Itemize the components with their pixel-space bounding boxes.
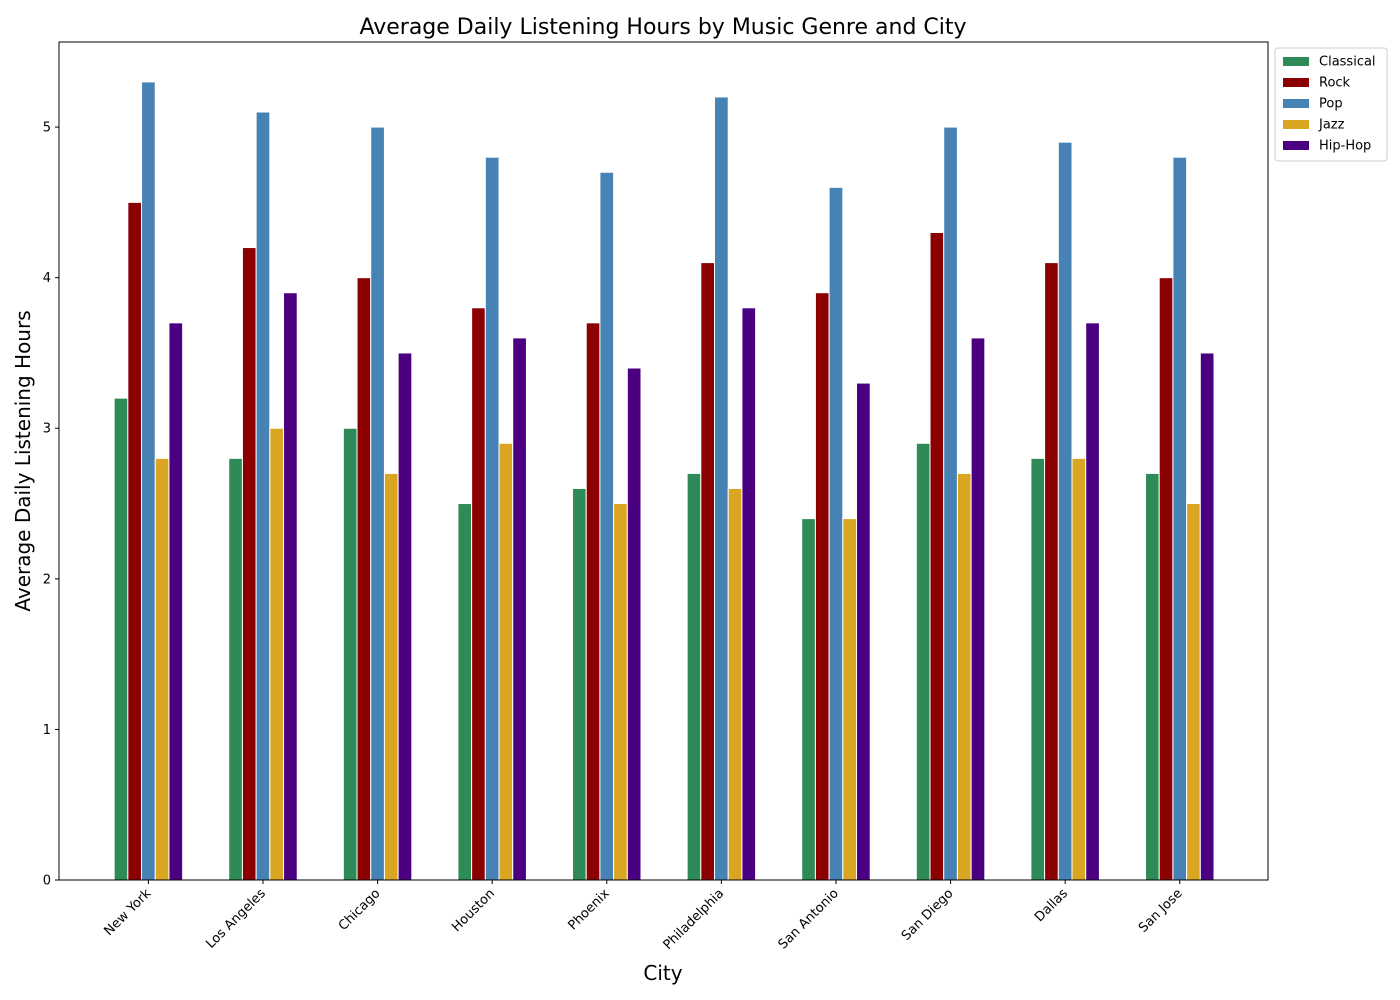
bar-classical-new-york (113, 397, 129, 881)
y-axis-label: Average Daily Listening Hours (11, 310, 35, 611)
bar-classical-san-jose (1145, 472, 1160, 881)
bar-hip-hop-dallas (1085, 322, 1100, 881)
bar-classical-chicago (342, 427, 358, 881)
x-axis-label: City (643, 961, 682, 985)
bar-hip-hop-philadelphia (741, 307, 757, 881)
legend-swatch-classical (1283, 57, 1309, 66)
bar-rock-san-jose (1158, 277, 1174, 881)
y-tick-label: 0 (43, 874, 51, 889)
bar-jazz-philadelphia (727, 487, 743, 881)
bar-hip-hop-houston (512, 337, 527, 881)
bar-pop-san-antonio (828, 186, 844, 881)
bar-hip-hop-san-jose (1199, 352, 1215, 881)
x-tick-label: San Jose (1136, 886, 1186, 936)
bar-rock-los-angeles (241, 247, 257, 881)
bar-pop-dallas (1057, 141, 1073, 881)
x-tick-label: Houston (449, 886, 498, 935)
bar-rock-chicago (356, 277, 372, 881)
x-tick-label: New York (102, 886, 155, 939)
bar-jazz-los-angeles (269, 427, 285, 881)
bar-hip-hop-chicago (397, 352, 413, 881)
bar-hip-hop-san-antonio (856, 382, 871, 881)
legend-label-classical: Classical (1319, 55, 1376, 70)
bar-classical-san-antonio (801, 518, 816, 881)
bar-pop-los-angeles (255, 111, 271, 881)
bar-jazz-houston (498, 442, 514, 881)
bar-hip-hop-new-york (168, 322, 184, 881)
bar-jazz-new-york (154, 457, 170, 881)
bar-classical-san-diego (915, 442, 931, 881)
bars-layer (113, 81, 1215, 881)
x-tick-label: Dallas (1032, 886, 1071, 925)
chart-title: Average Daily Listening Hours by Music G… (359, 15, 966, 40)
bar-jazz-chicago (383, 472, 399, 881)
legend-label-pop: Pop (1319, 97, 1343, 112)
bar-classical-philadelphia (686, 472, 702, 881)
bar-rock-philadelphia (700, 262, 716, 881)
bar-pop-chicago (370, 126, 385, 881)
x-tick-label: Chicago (336, 886, 384, 934)
legend-swatch-pop (1283, 99, 1309, 108)
legend-label-rock: Rock (1319, 76, 1351, 91)
y-tick-label: 1 (43, 723, 51, 738)
bar-classical-los-angeles (228, 457, 243, 881)
x-tick-label: Phoenix (566, 886, 613, 933)
legend-label-jazz: Jazz (1318, 118, 1345, 133)
bar-rock-dallas (1044, 262, 1059, 881)
bar-hip-hop-san-diego (970, 337, 986, 881)
x-tick-label: San Diego (899, 886, 957, 944)
bar-classical-houston (457, 503, 473, 881)
legend-box (1274, 47, 1388, 162)
plot-frame (58, 41, 1269, 881)
bar-hip-hop-phoenix (626, 367, 642, 881)
y-tick-label: 3 (43, 422, 51, 437)
bar-jazz-san-diego (956, 472, 972, 881)
bar-rock-san-diego (929, 231, 945, 881)
bar-rock-phoenix (585, 322, 601, 881)
y-tick-label: 4 (43, 271, 51, 286)
legend-swatch-jazz (1283, 120, 1309, 129)
bar-classical-phoenix (572, 487, 587, 881)
bar-pop-phoenix (599, 171, 615, 881)
x-tick-label: Philadelphia (661, 886, 728, 953)
legend-swatch-hip-hop (1283, 141, 1309, 150)
bar-rock-houston (471, 307, 486, 881)
y-tick-label: 5 (43, 121, 51, 136)
bar-pop-san-diego (943, 126, 958, 881)
legend: Classical Rock Pop Jazz Hip-Hop (1274, 47, 1388, 162)
bar-classical-dallas (1030, 457, 1046, 881)
bar-rock-new-york (127, 201, 143, 881)
bar-hip-hop-los-angeles (283, 292, 298, 881)
bar-pop-houston (484, 156, 500, 881)
bar-jazz-san-jose (1186, 503, 1201, 881)
bar-pop-new-york (141, 81, 156, 881)
bar-pop-philadelphia (714, 96, 729, 881)
bar-rock-san-antonio (814, 292, 830, 881)
x-tick-label: Los Angeles (203, 886, 269, 952)
y-tick-label: 2 (43, 572, 51, 587)
x-tick-label: San Antonio (776, 886, 842, 952)
bar-jazz-dallas (1071, 457, 1087, 881)
legend-label-hip-hop: Hip-Hop (1319, 139, 1371, 154)
bar-pop-san-jose (1172, 156, 1188, 881)
legend-swatch-rock (1283, 78, 1309, 87)
bar-jazz-san-antonio (842, 518, 858, 881)
bar-jazz-phoenix (613, 503, 628, 881)
